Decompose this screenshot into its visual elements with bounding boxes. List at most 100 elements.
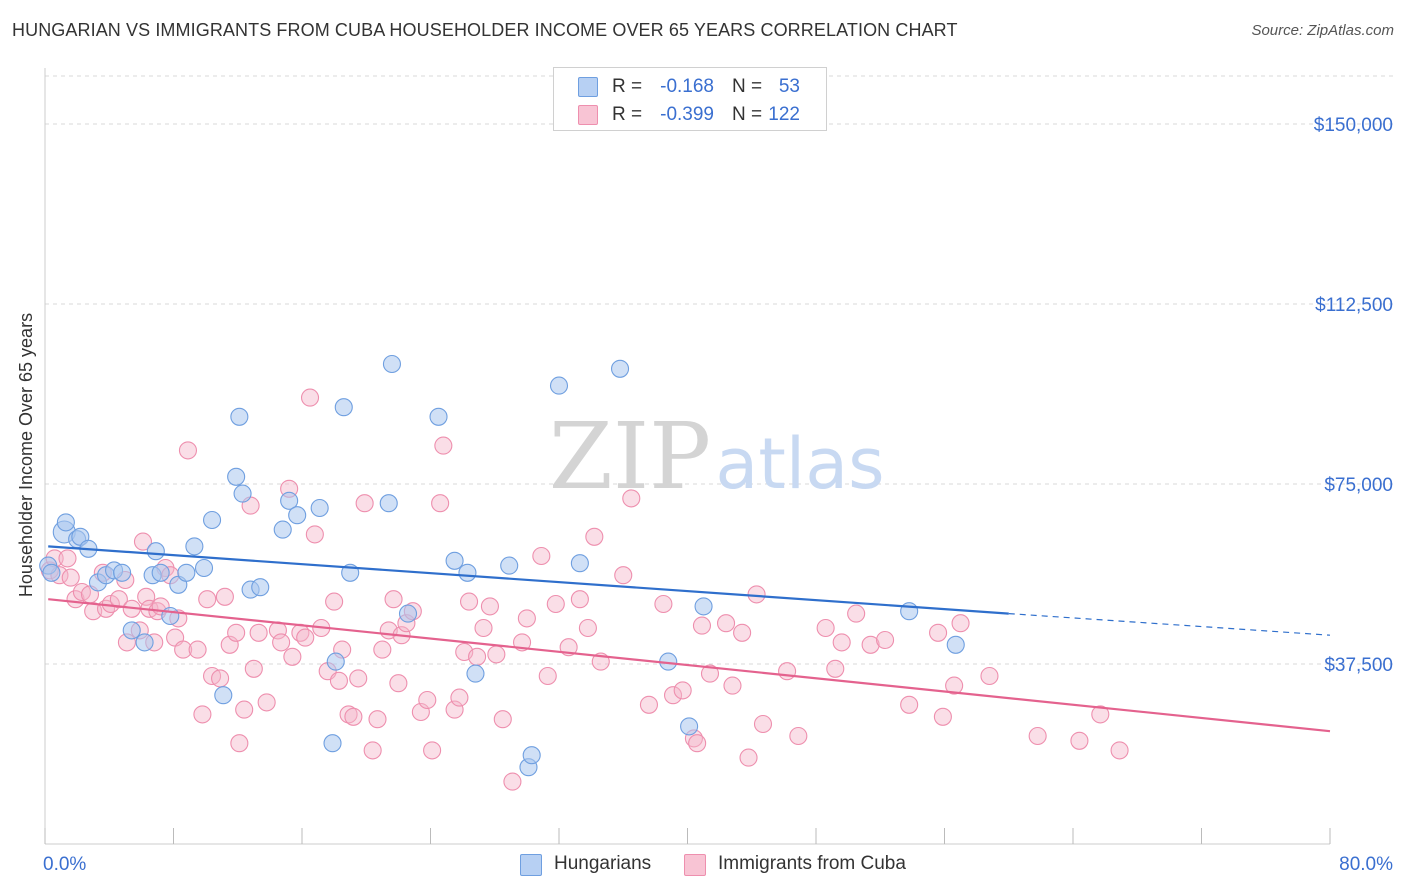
data-point-hungarian: [549, 376, 569, 395]
data-point-cuba: [459, 592, 479, 611]
data-point-cuba: [546, 594, 565, 614]
data-point-hungarian: [177, 563, 196, 582]
data-point-hungarian: [694, 597, 713, 616]
data-point-hungarian: [233, 484, 252, 503]
y-tick-label: $112,500: [1315, 295, 1393, 316]
data-point-cuba: [215, 587, 234, 606]
data-point-cuba: [434, 436, 453, 455]
data-point-hungarian: [458, 563, 477, 582]
data-point-cuba: [723, 676, 742, 695]
data-point-cuba: [538, 666, 557, 686]
axes-layer: [44, 68, 1331, 845]
data-point-cuba: [468, 647, 487, 666]
data-point-hungarian: [610, 359, 630, 378]
data-point-cuba: [739, 748, 758, 767]
series-hungarians-points: [39, 354, 965, 777]
bottom-legend-label: Immigrants from Cuba: [718, 853, 906, 874]
data-point-cuba: [622, 489, 641, 508]
data-point-hungarian: [680, 717, 699, 736]
data-point-cuba: [339, 705, 358, 724]
data-point-cuba: [980, 666, 999, 686]
data-point-hungarian: [203, 510, 222, 530]
data-point-hungarian: [194, 558, 214, 578]
data-point-cuba: [900, 695, 919, 714]
data-point-cuba: [753, 714, 773, 734]
data-point-cuba: [639, 695, 659, 714]
data-point-cuba: [272, 633, 291, 652]
data-point-cuba: [296, 628, 315, 647]
data-point-hungarian: [522, 746, 541, 765]
data-point-cuba: [692, 616, 712, 635]
data-point-cuba: [1028, 726, 1047, 746]
data-point-cuba: [227, 623, 246, 642]
data-point-cuba: [349, 669, 368, 688]
legend-swatch-pink: [578, 105, 598, 125]
data-point-cuba: [876, 630, 895, 650]
data-point-cuba: [517, 609, 536, 628]
y-tick-label: $37,500: [1324, 655, 1393, 676]
data-point-hungarian: [500, 556, 519, 575]
data-point-hungarian: [570, 554, 589, 573]
data-point-cuba: [816, 618, 835, 638]
data-point-cuba: [363, 741, 382, 760]
bottom-legend-swatch-blue: [520, 854, 542, 876]
data-point-cuba: [61, 568, 80, 587]
data-point-cuba: [1110, 741, 1129, 760]
data-point-cuba: [1070, 731, 1089, 750]
data-point-hungarian: [122, 621, 141, 640]
data-point-hungarian: [113, 563, 132, 582]
data-point-hungarian: [398, 604, 418, 623]
data-point-cuba: [700, 664, 720, 683]
legend-r-value: -0.168: [660, 76, 714, 97]
data-point-cuba: [423, 741, 442, 760]
data-point-cuba: [230, 734, 249, 753]
data-point-cuba: [355, 494, 374, 513]
data-point-hungarian: [42, 563, 61, 582]
data-point-cuba: [373, 640, 392, 659]
data-point-hungarian: [323, 734, 342, 753]
data-point-cuba: [951, 614, 970, 633]
data-point-hungarian: [230, 407, 249, 426]
data-point-cuba: [249, 623, 268, 642]
legend-r-label: R =: [612, 76, 643, 97]
legend-r-value: -0.399: [660, 104, 714, 125]
data-point-hungarian: [310, 498, 329, 518]
data-point-cuba: [826, 659, 845, 678]
data-point-hungarian: [214, 686, 233, 705]
data-point-hungarian: [146, 542, 165, 561]
data-point-cuba: [688, 734, 707, 753]
data-point-cuba: [109, 590, 128, 609]
bottom-legend-swatch-pink: [684, 854, 706, 876]
x-tick-label-min: 0.0%: [43, 854, 86, 875]
grid-layer: [45, 75, 1395, 665]
data-point-cuba: [198, 590, 217, 609]
data-point-hungarian: [135, 633, 154, 652]
chart-title: HUNGARIAN VS IMMIGRANTS FROM CUBA HOUSEH…: [12, 20, 958, 40]
data-point-cuba: [789, 726, 808, 746]
data-point-hungarian: [334, 398, 353, 417]
legend-row-hungarians: R = -0.168 N = 53: [554, 72, 826, 100]
data-point-cuba: [716, 614, 736, 633]
data-point-cuba: [58, 549, 77, 568]
trend-lines: [48, 545, 1331, 733]
x-tick-label-max: 80.0%: [1339, 854, 1393, 875]
data-point-hungarian: [429, 407, 448, 426]
data-point-cuba: [188, 640, 207, 659]
axis-labels: $37,500 $75,000 $112,500 $150,000 0.0% 80.0%: [43, 115, 1393, 875]
data-point-cuba: [585, 527, 604, 546]
data-point-cuba: [1091, 705, 1110, 724]
watermark-zip: ZIP: [549, 403, 711, 510]
data-point-cuba: [174, 640, 193, 659]
data-point-cuba: [305, 525, 324, 544]
data-point-cuba: [532, 546, 551, 566]
data-point-cuba: [384, 590, 403, 609]
y-tick-label: $75,000: [1324, 475, 1393, 496]
legend-row-cuba: R = -0.399 N = 122: [554, 100, 826, 128]
y-tick-label: $150,000: [1314, 115, 1393, 136]
data-point-cuba: [747, 585, 766, 604]
data-point-cuba: [578, 618, 597, 638]
bottom-legend-label: Hungarians: [554, 853, 652, 874]
legend-r-label: R =: [612, 104, 643, 125]
data-point-cuba: [832, 633, 851, 652]
